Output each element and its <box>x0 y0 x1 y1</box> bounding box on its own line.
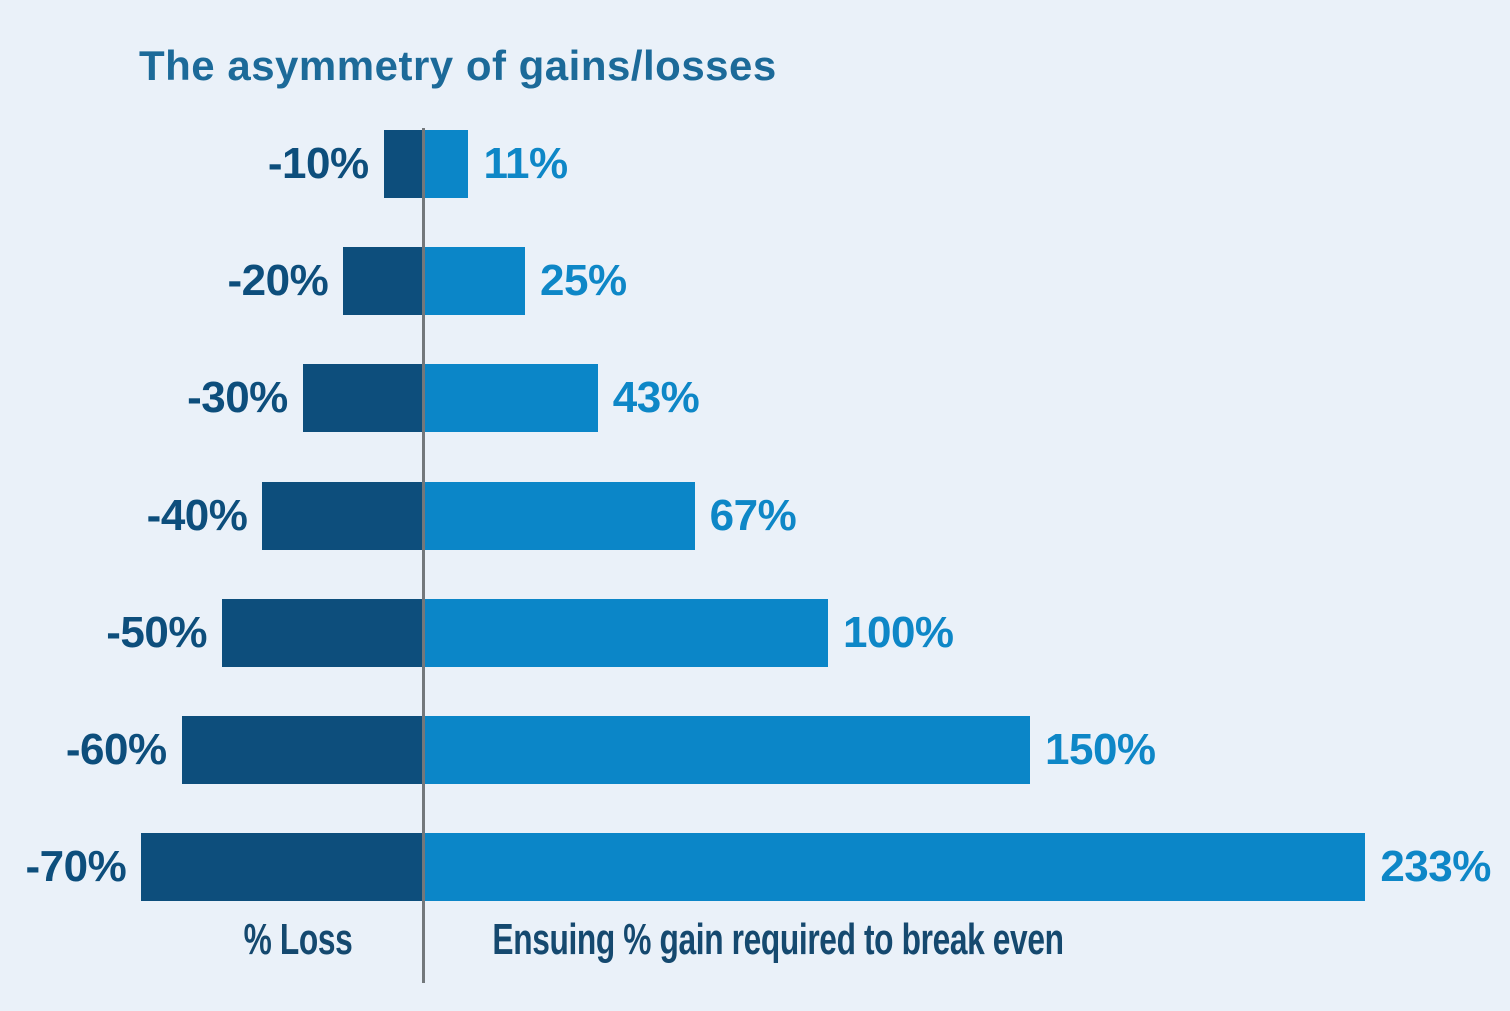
bar-row: -60% 150% <box>0 716 1510 784</box>
loss-bar <box>181 716 424 784</box>
gain-value-label: 100% <box>843 607 954 657</box>
gain-value-label: 67% <box>709 490 797 540</box>
loss-bar <box>141 833 424 902</box>
gain-bar <box>424 833 1366 902</box>
loss-bar <box>343 247 424 316</box>
bar-row: -20% 25% <box>0 247 1510 316</box>
gain-bar <box>424 364 598 433</box>
gain-value-label: 11% <box>483 139 568 188</box>
bar-row: -40% 67% <box>0 481 1510 550</box>
loss-value-label: -20% <box>227 256 329 306</box>
gain-bar <box>424 130 469 198</box>
gain-bar <box>424 716 1030 784</box>
loss-bar <box>383 130 424 198</box>
x-axis-label-gain: Ensuing % gain required to break even <box>492 915 1064 964</box>
x-axis-label-loss: % Loss <box>243 915 353 964</box>
gain-value-label: 233% <box>1380 842 1491 892</box>
loss-value-label: -70% <box>25 842 127 892</box>
loss-bar <box>262 481 424 550</box>
axis-line <box>422 128 425 983</box>
loss-value-label: -40% <box>146 490 248 540</box>
loss-value-label: -30% <box>187 373 288 423</box>
gain-bar <box>424 598 828 667</box>
bar-row: -50% 100% <box>0 598 1510 667</box>
loss-value-label: -50% <box>106 607 207 657</box>
bar-row: -10% 11% <box>0 130 1510 198</box>
gain-bar <box>424 247 525 316</box>
gain-value-label: 25% <box>540 256 627 306</box>
gain-bar <box>424 481 695 550</box>
gain-value-label: 43% <box>612 373 700 423</box>
chart-title: The asymmetry of gains/losses <box>139 42 777 89</box>
gain-value-label: 150% <box>1045 725 1156 774</box>
bar-row: -70% 233% <box>0 833 1510 902</box>
bar-row: -30% 43% <box>0 364 1510 433</box>
loss-value-label: -10% <box>267 139 369 188</box>
loss-bar <box>302 364 424 433</box>
loss-value-label: -60% <box>65 725 167 774</box>
loss-bar <box>222 598 424 667</box>
